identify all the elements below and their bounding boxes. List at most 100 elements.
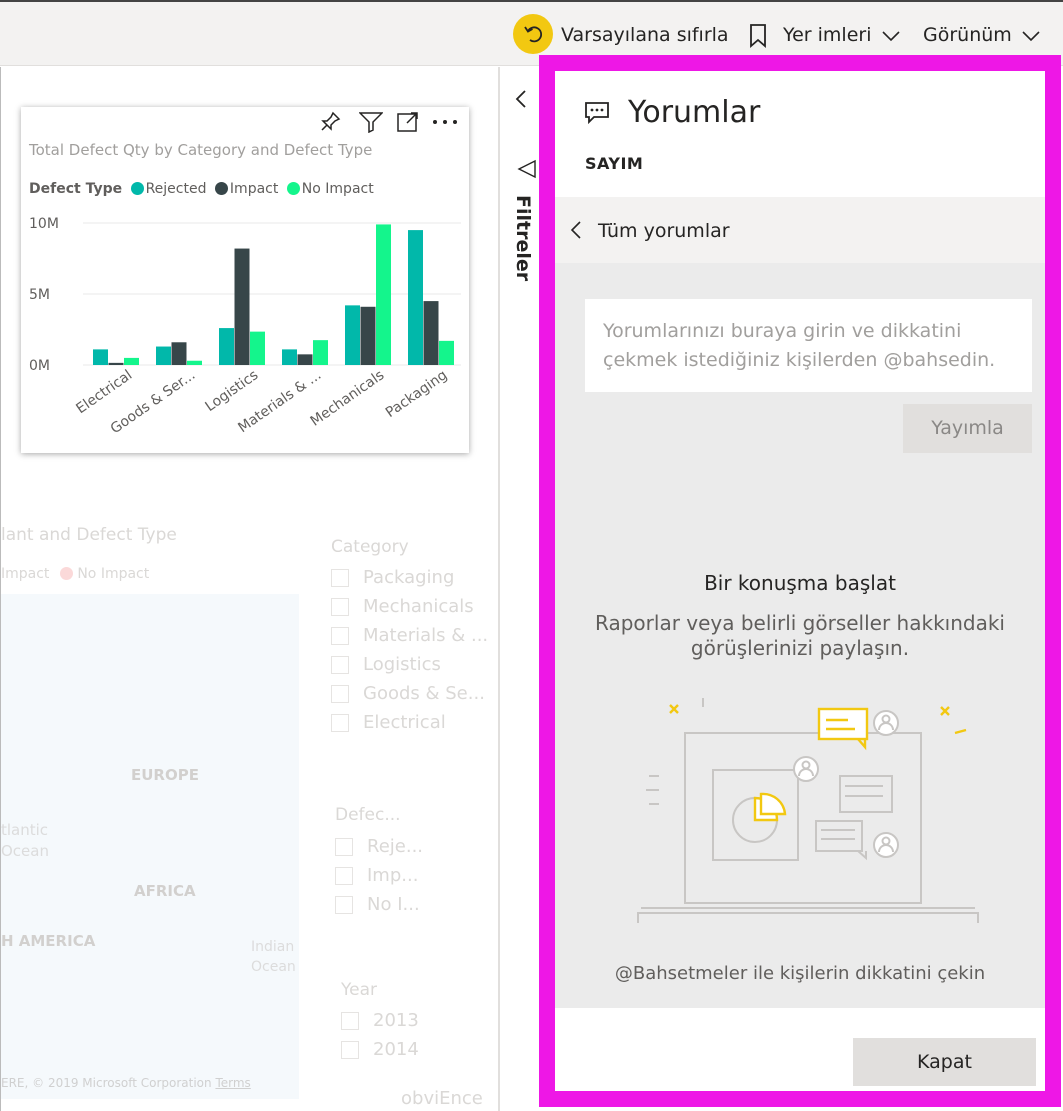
bar-rejected[interactable]	[282, 349, 297, 365]
category-item-checkbox[interactable]	[331, 714, 349, 732]
year-slicer-title: Year	[341, 980, 377, 1000]
defect-item-checkbox[interactable]	[335, 838, 353, 856]
chart-visual[interactable]: Total Defect Qty by Category and Defect …	[21, 107, 469, 453]
map-label: Indian	[251, 939, 295, 955]
filter-funnel-icon[interactable]	[517, 159, 537, 179]
defect-item-label[interactable]: Reje...	[367, 836, 424, 857]
map-terms-link[interactable]: Terms	[215, 1076, 251, 1090]
comment-icon	[585, 102, 609, 125]
y-tick-label: 5M	[29, 287, 50, 303]
x-tick-label: Electrical	[73, 367, 135, 417]
chevron-down-icon[interactable]	[1022, 30, 1040, 42]
bar-impact[interactable]	[171, 342, 187, 365]
all-comments-back-button[interactable]: Tüm yorumlar	[555, 197, 1045, 263]
bar-rejected[interactable]	[345, 305, 360, 365]
bar-impact[interactable]	[108, 362, 124, 365]
bar-rejected[interactable]	[408, 230, 423, 365]
bar-no-impact[interactable]	[124, 357, 139, 365]
close-button[interactable]: Kapat	[853, 1038, 1036, 1086]
x-tick-label: Packaging	[383, 367, 450, 421]
more-options-icon[interactable]	[432, 119, 458, 125]
y-tick-label: 10M	[29, 216, 59, 232]
defect-item-label[interactable]: Imp...	[367, 865, 419, 886]
filters-pane-collapsed	[500, 67, 540, 1111]
category-item-label[interactable]: Materials & ...	[363, 625, 489, 646]
reset-icon[interactable]	[513, 14, 553, 54]
bar-no-impact[interactable]	[187, 360, 202, 365]
category-item-label[interactable]: Goods & Se...	[363, 683, 485, 704]
category-item-label[interactable]: Mechanicals	[363, 596, 474, 617]
year-item-label[interactable]: 2014	[373, 1039, 419, 1060]
filter-icon[interactable]	[359, 111, 383, 133]
x-tick-label: Logistics	[203, 367, 262, 415]
footer-text: obviEnce	[401, 1088, 483, 1109]
legend-title: Defect Type	[29, 181, 123, 197]
bar-impact[interactable]	[297, 354, 313, 365]
map-label: H AMERICA	[1, 932, 96, 950]
legend-item-impact[interactable]: Impact	[214, 181, 278, 197]
map-label: Ocean	[251, 959, 296, 975]
bar-rejected[interactable]	[156, 346, 171, 365]
pin-icon[interactable]	[321, 111, 341, 133]
comments-pane: Yorumlar SAYIM Tüm yorumlar Yorumlarınız…	[555, 71, 1045, 1091]
category-slicer-title: Category	[331, 537, 409, 557]
comments-header: Yorumlar SAYIM	[555, 71, 1045, 197]
mention-hint: @Bahsetmeler ile kişilerin dikkatini çek…	[614, 963, 986, 984]
defect-item-checkbox[interactable]	[335, 867, 353, 885]
map-label: tlantic	[1, 821, 49, 839]
category-item-checkbox[interactable]	[331, 656, 349, 674]
bar-rejected[interactable]	[219, 328, 234, 365]
bar-impact[interactable]	[360, 306, 376, 365]
chevron-left-icon[interactable]	[515, 89, 527, 109]
defect-item-label[interactable]: No I...	[367, 894, 420, 915]
category-item-checkbox[interactable]	[331, 598, 349, 616]
map-label: EUROPE	[131, 766, 199, 784]
map-label: Ocean	[1, 842, 49, 860]
view-button[interactable]: Görünüm	[923, 24, 1012, 46]
reset-to-default-button[interactable]: Varsayılana sıfırla	[561, 24, 729, 46]
legend-item-rejected[interactable]: Rejected	[130, 181, 206, 197]
comments-subtitle: SAYIM	[585, 154, 644, 173]
year-item-checkbox[interactable]	[341, 1012, 359, 1030]
year-item-label[interactable]: 2013	[373, 1010, 419, 1031]
chart-title: Total Defect Qty by Category and Defect …	[29, 141, 373, 159]
bar-impact[interactable]	[234, 248, 250, 365]
year-item-checkbox[interactable]	[341, 1041, 359, 1059]
focus-mode-icon[interactable]	[397, 111, 419, 133]
all-comments-label: Tüm yorumlar	[598, 220, 730, 242]
category-item-checkbox[interactable]	[331, 685, 349, 703]
map-copyright: ERE, © 2019 Microsoft Corporation Terms	[1, 1076, 251, 1090]
canvas-divider	[498, 67, 500, 1111]
bar-no-impact[interactable]	[313, 340, 328, 365]
bar-no-impact[interactable]	[250, 331, 265, 365]
bar-impact[interactable]	[423, 301, 439, 365]
conversation-illustration-icon	[637, 698, 979, 923]
report-canvas: Total Defect Qty by Category and Defect …	[0, 67, 500, 1111]
defect-item-checkbox[interactable]	[335, 896, 353, 914]
bar-no-impact[interactable]	[439, 340, 454, 365]
empty-state-description: Raporlar veya belirli görseller hakkında…	[595, 611, 1005, 660]
chevron-down-icon[interactable]	[882, 30, 900, 42]
bar-no-impact[interactable]	[376, 224, 391, 365]
chart-legend: Defect Type Rejected Impact No Impact	[29, 181, 374, 197]
filters-label[interactable]: Filtreler	[512, 195, 534, 282]
legend-item-no-impact[interactable]: No Impact	[286, 181, 374, 197]
map-visual[interactable]: EUROPE tlantic Ocean AFRICA H AMERICA In…	[1, 594, 299, 1099]
comments-body: Yorumlarınızı buraya girin ve dikkatini …	[555, 263, 1045, 1008]
category-item-label[interactable]: Logistics	[363, 654, 441, 675]
defect-slicer-title: Defec...	[335, 805, 401, 825]
map-legend: Impact No Impact	[1, 566, 150, 582]
comment-input[interactable]: Yorumlarınızı buraya girin ve dikkatini …	[585, 299, 1032, 392]
category-item-label[interactable]: Electrical	[363, 712, 446, 733]
category-item-checkbox[interactable]	[331, 627, 349, 645]
bookmarks-button[interactable]: Yer imleri	[783, 24, 872, 46]
category-item-label[interactable]: Packaging	[363, 567, 455, 588]
bookmark-icon[interactable]	[749, 24, 767, 48]
category-item-checkbox[interactable]	[331, 569, 349, 587]
map-label: AFRICA	[134, 882, 196, 900]
publish-button[interactable]: Yayımla	[903, 404, 1032, 453]
bar-rejected[interactable]	[93, 349, 108, 365]
comments-pane-highlight	[539, 55, 1061, 1107]
empty-state-title: Bir konuşma başlat	[704, 571, 896, 595]
